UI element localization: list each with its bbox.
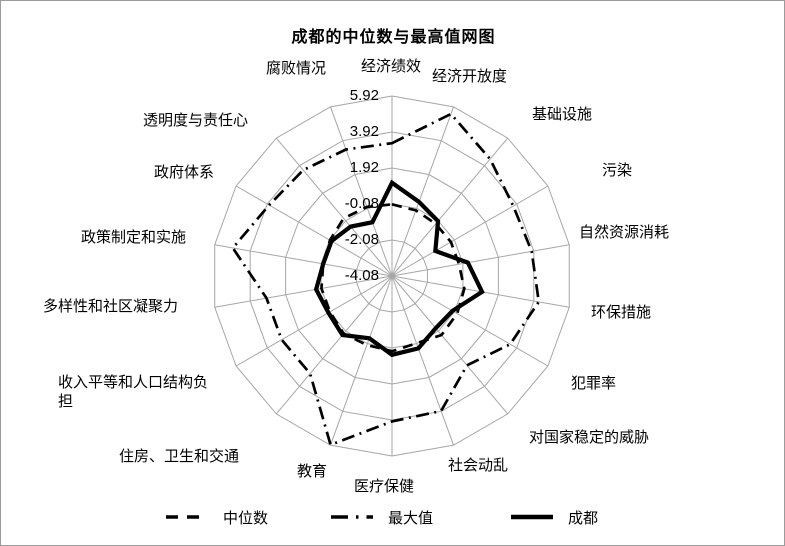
grid-spoke [235,185,393,277]
radial-tick-label: 3.92 [349,123,379,140]
axis-label-3: 污染 [602,162,633,179]
series-成都 [313,179,485,358]
grid-spoke [391,185,549,277]
series-最大值 [231,112,541,447]
axis-label-16: 透明度与责任心 [143,112,249,129]
axis-label-9: 医疗保健 [354,478,415,495]
axis-label-14: 政策制定和实施 [81,229,187,246]
grid-spoke [235,275,393,367]
chengdu-line-sample-icon [511,514,553,520]
grid-spoke [214,244,393,277]
axis-label-6: 犯罪率 [571,375,617,392]
grid-spoke [214,275,393,308]
grid-spoke [391,275,455,446]
axis-label-2: 基础设施 [532,106,593,123]
grid-spoke [391,275,509,415]
radial-tick-label: 1.92 [349,159,379,176]
axis-label-7: 对国家稳定的威胁 [529,429,650,446]
axis-label-0: 经济绩效 [360,58,422,75]
grid-ring [285,167,499,385]
grid-spoke [391,106,455,277]
axis-label-11: 住房、卫生和交通 [119,448,240,465]
grid-spoke [275,137,393,277]
axis-label-4: 自然资源消耗 [579,224,670,241]
grid-spoke [329,275,393,446]
grid-ring [356,239,428,313]
legend-item-max: 最大值 [329,504,433,530]
radial-tick-label: -0.08 [344,195,379,212]
axis-label-13: 多样性和社区凝聚力 [43,298,179,315]
axis-label-15: 政府体系 [154,164,215,181]
grid-spoke [391,137,509,277]
legend: 中位数 最大值 成都 [1,504,784,534]
median-line-sample-icon [166,515,208,519]
legend-label-chengdu: 成都 [568,509,599,527]
grid-ring [249,131,535,421]
axis-label-5: 环保措施 [591,304,652,321]
chart-title: 成都的中位数与最高值网图 [291,29,496,46]
radial-tick-label: 5.92 [349,87,379,104]
legend-label-median: 中位数 [223,509,269,527]
legend-item-chengdu: 成都 [509,504,598,530]
legend-label-max: 最大值 [388,509,434,527]
radial-tick-label: -2.08 [344,231,379,248]
axis-label-10: 教育 [297,463,328,480]
grid-spoke [329,106,393,277]
radial-tick-label: -4.08 [344,267,379,284]
grid-spoke [391,275,549,367]
axis-label-8: 社会动乱 [448,457,509,474]
grid-spoke [391,244,570,277]
legend-item-median: 中位数 [164,504,268,530]
grid-spoke [275,275,393,415]
axis-label-1: 经济开放度 [432,68,508,85]
max-line-sample-icon [331,515,373,519]
axis-label-12: 收入平等和人口结构负担 [58,374,209,410]
axis-label-17: 腐败情况 [266,60,327,77]
grid-ring [214,95,570,457]
